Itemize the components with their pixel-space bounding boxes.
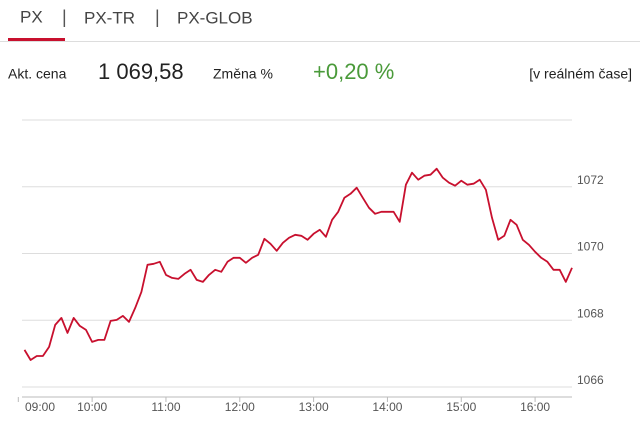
x-tick-label: 14:00 [372, 400, 402, 414]
separator: | [155, 7, 160, 27]
y-tick-label: 1068 [577, 306, 604, 320]
change-label: Změna % [213, 66, 273, 82]
tab[interactable]: PX-GLOB [177, 8, 253, 27]
tab[interactable]: PX-TR [84, 8, 135, 27]
price-line [23, 167, 573, 361]
y-tick-label: 1072 [577, 173, 604, 187]
x-tick-label: 09:00 [25, 400, 55, 414]
active-underline [8, 38, 65, 41]
price: 1 069,58 [98, 59, 184, 84]
separator: | [62, 7, 67, 27]
x-tick-label: 13:00 [299, 400, 329, 414]
change: +0,20 % [313, 59, 394, 84]
x-tick-label: 10:00 [77, 400, 107, 414]
tab-active[interactable]: PX [20, 7, 43, 26]
x-tick-label: 12:00 [225, 400, 255, 414]
x-tick-label: 16:00 [520, 400, 550, 414]
x-tick-label: 11:00 [151, 400, 180, 414]
y-tick-label: 1070 [577, 240, 604, 254]
realtime-note: [v reálném čase] [529, 66, 632, 82]
y-tick-label: 1066 [577, 373, 604, 387]
x-tick-label: 15:00 [446, 400, 476, 414]
price-label: Akt. cena [8, 66, 67, 82]
